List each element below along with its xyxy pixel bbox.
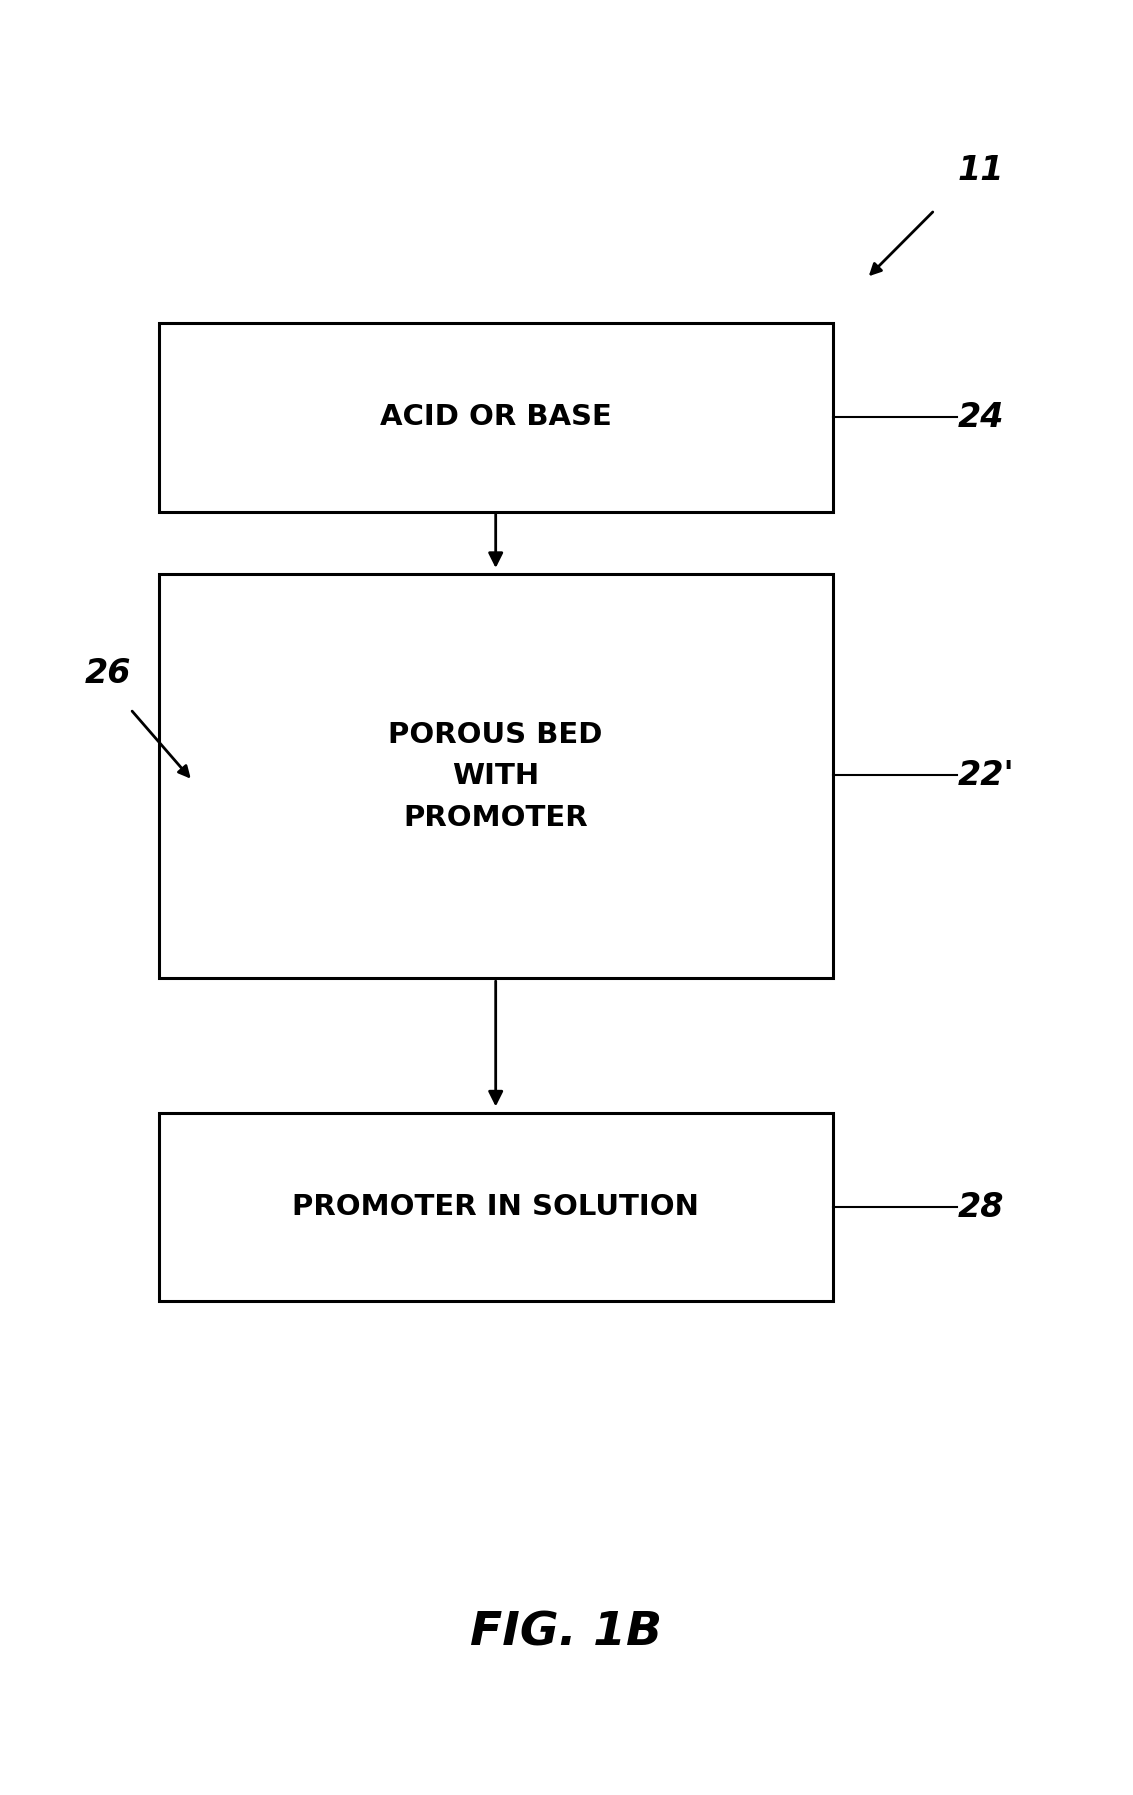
Text: PROMOTER IN SOLUTION: PROMOTER IN SOLUTION (292, 1194, 699, 1221)
Text: ACID OR BASE: ACID OR BASE (380, 404, 612, 431)
Text: POROUS BED
WITH
PROMOTER: POROUS BED WITH PROMOTER (389, 722, 603, 831)
Text: 28: 28 (957, 1190, 1004, 1224)
Bar (159, 323, 833, 512)
Text: 11: 11 (957, 154, 1004, 187)
Text: FIG. 1B: FIG. 1B (470, 1610, 663, 1657)
Text: 24: 24 (957, 400, 1004, 434)
Bar (159, 1113, 833, 1301)
Bar (159, 574, 833, 978)
Text: 26: 26 (84, 657, 131, 689)
Text: 22': 22' (957, 759, 1014, 792)
